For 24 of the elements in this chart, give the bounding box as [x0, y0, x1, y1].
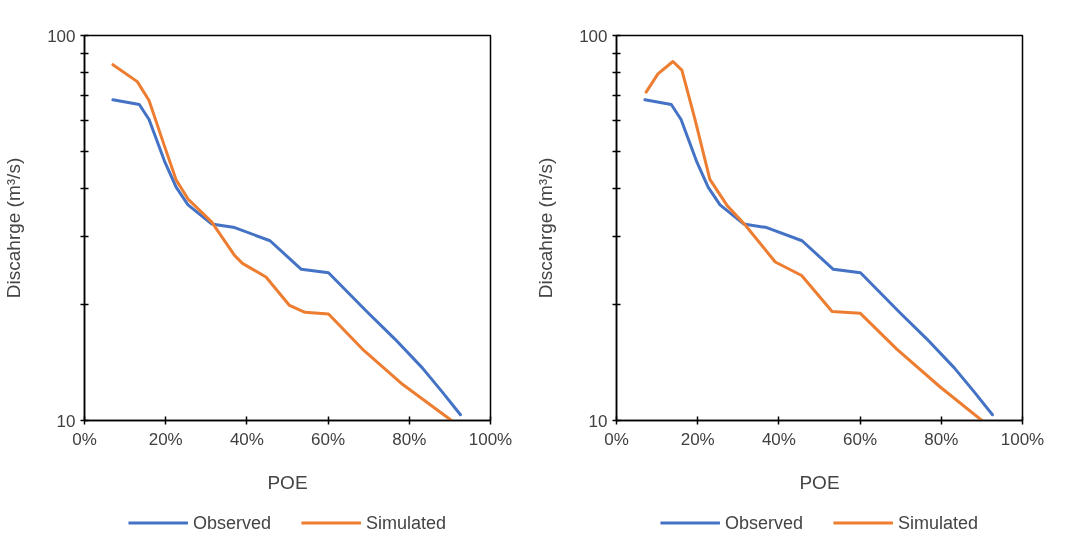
legend-label: Simulated: [366, 512, 447, 533]
x-axis-title: POE: [799, 471, 840, 493]
y-tick-label: 10: [56, 411, 76, 431]
x-tick-label: 0%: [72, 429, 97, 449]
x-tick-label: 40%: [229, 429, 264, 449]
x-tick-label: 60%: [843, 429, 878, 449]
x-tick-label: 0%: [604, 429, 629, 449]
x-tick-label: 60%: [311, 429, 346, 449]
y-tick-label: 100: [579, 26, 608, 46]
legend-label: Simulated: [898, 512, 979, 533]
y-axis-title: Discahrge (m³/s): [535, 157, 557, 299]
y-axis-title: Discahrge (m³/s): [3, 157, 25, 299]
y-tick-label: 100: [47, 26, 76, 46]
y-tick-label: 10: [588, 411, 608, 431]
legend-label: Observed: [724, 512, 803, 533]
x-tick-label: 20%: [680, 429, 715, 449]
x-tick-label: 20%: [148, 429, 183, 449]
x-tick-label: 100%: [468, 429, 513, 449]
x-tick-label: 80%: [392, 429, 427, 449]
x-axis-title: POE: [267, 471, 308, 493]
x-tick-label: 100%: [1000, 429, 1045, 449]
x-tick-label: 40%: [761, 429, 796, 449]
x-tick-label: 80%: [924, 429, 959, 449]
legend-label: Observed: [192, 512, 271, 533]
